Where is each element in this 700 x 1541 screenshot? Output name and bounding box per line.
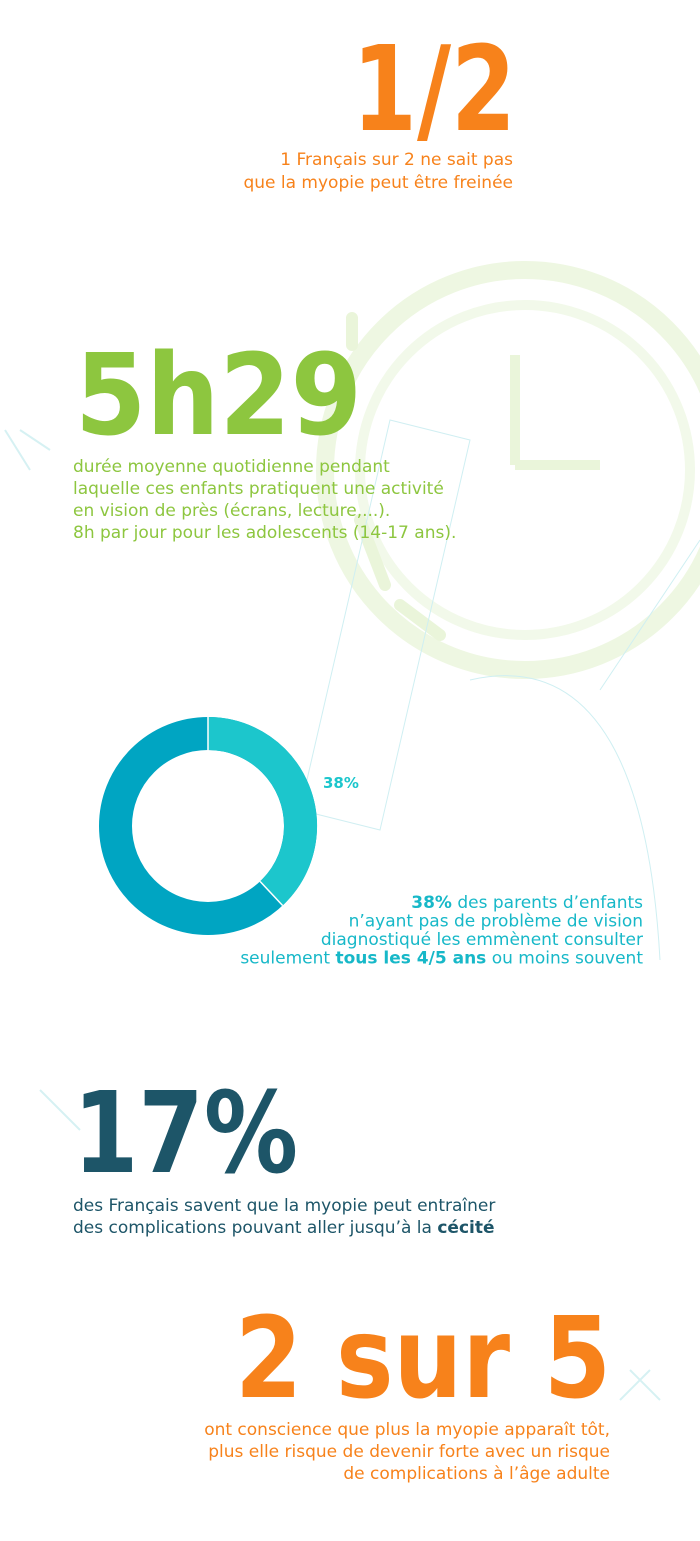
text: en vision de près (écrans, lecture,...). (73, 501, 390, 521)
text: 8h par jour pour les adolescents (14-17 … (73, 523, 456, 543)
headline: 2 sur 5 (235, 1294, 611, 1424)
text: des complications pouvant aller jusqu’à … (73, 1218, 437, 1238)
description-line: seulement tous les 4/5 ans ou moins souv… (240, 949, 643, 969)
segment-divider (259, 880, 284, 906)
background-decoration (4, 261, 700, 1401)
description-line: plus elle risque de devenir forte avec u… (208, 1442, 610, 1462)
description-line: de complications à l’âge adulte (343, 1464, 610, 1484)
donut-value-label: 38% (323, 774, 359, 792)
description-line: diagnostiqué les emmènent consulter (321, 930, 643, 950)
description-line: 1 Français sur 2 ne sait pas (280, 150, 513, 170)
bold-text: cécité (437, 1218, 494, 1238)
text: plus elle risque de devenir forte avec u… (208, 1442, 610, 1462)
text: n’ayant pas de problème de vision (349, 912, 643, 932)
headline: 17% (73, 1069, 298, 1199)
description-line: des complications pouvant aller jusqu’à … (73, 1218, 495, 1238)
content: 1/21 Français sur 2 ne sait pas que la my… (73, 20, 643, 1484)
description-line: ont conscience que plus la myopie appara… (204, 1420, 610, 1440)
description-line: que la myopie peut être freinée (243, 173, 513, 193)
description-line: 38% des parents d’enfants (411, 893, 643, 913)
description-line: 8h par jour pour les adolescents (14-17 … (73, 523, 456, 543)
text: des Français savent que la myopie peut e… (73, 1196, 495, 1216)
text: ont conscience que plus la myopie appara… (204, 1420, 610, 1440)
headline: 1/2 (352, 20, 516, 158)
donut-segment (207, 717, 317, 906)
donut-chart: 38% (99, 717, 359, 935)
description-line: en vision de près (écrans, lecture,...). (73, 501, 390, 521)
text: que la myopie peut être freinée (243, 173, 513, 193)
text: des parents d’enfants (452, 893, 643, 913)
stat-block: 1/21 Français sur 2 ne sait pas que la my… (243, 20, 516, 193)
text: de complications à l’âge adulte (343, 1464, 610, 1484)
bold-text: 38% (411, 893, 452, 913)
stat-block: 17%des Français savent que la myopie peu… (73, 1069, 495, 1238)
description-line: laquelle ces enfants pratiquent une acti… (73, 479, 444, 499)
text: laquelle ces enfants pratiquent une acti… (73, 479, 444, 499)
text: diagnostiqué les emmènent consulter (321, 930, 643, 950)
text: durée moyenne quotidienne pendant (73, 457, 390, 477)
text: ou moins souvent (486, 949, 643, 969)
description-line: des Français savent que la myopie peut e… (73, 1196, 495, 1216)
text: 1 Français sur 2 ne sait pas (280, 150, 513, 170)
description-line: n’ayant pas de problème de vision (349, 912, 643, 932)
description-line: durée moyenne quotidienne pendant (73, 457, 390, 477)
text: seulement (240, 949, 335, 969)
bold-text: tous les 4/5 ans (335, 949, 486, 969)
headline: 5h29 (75, 331, 362, 461)
